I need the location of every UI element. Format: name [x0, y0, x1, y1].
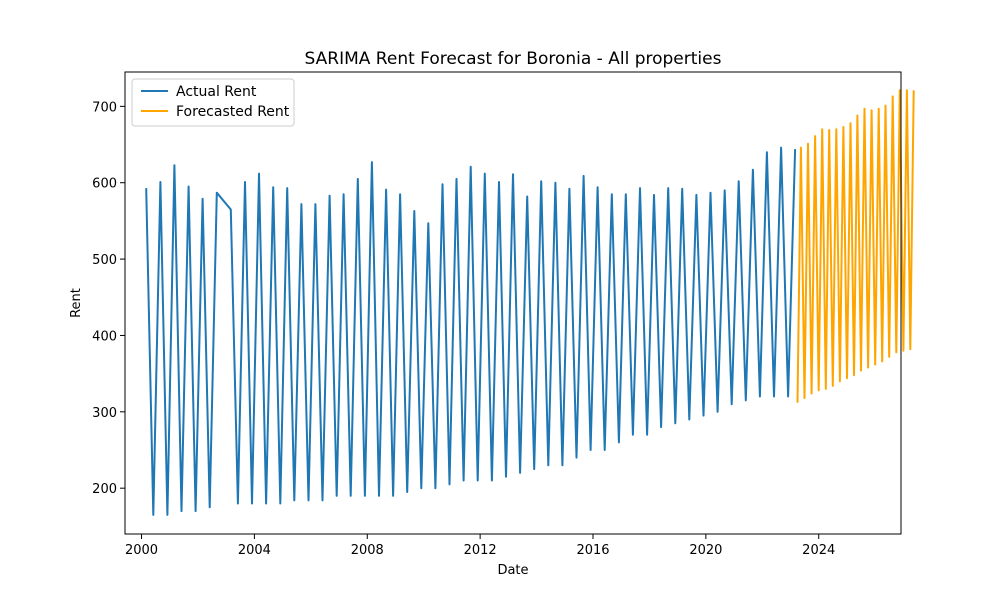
x-axis-ticks: 2000 2004 2008 2012 2016 2020 2024	[125, 534, 835, 558]
y-tick-label: 200	[92, 482, 117, 497]
x-tick-label: 2008	[351, 543, 384, 558]
legend-box	[131, 78, 295, 127]
x-tick-label: 2020	[689, 543, 722, 558]
plot-area-frame	[124, 71, 902, 535]
y-axis-label: Rent	[69, 288, 84, 318]
x-tick-label: 2012	[464, 543, 497, 558]
chart-title: SARIMA Rent Forecast for Boronia - All p…	[305, 49, 722, 69]
legend: Actual Rent Forecasted Rent	[131, 78, 295, 127]
x-tick-label: 2004	[238, 543, 271, 558]
x-tick-label: 2016	[576, 543, 609, 558]
series-line-forecasted-rent	[796, 89, 915, 403]
x-axis-label: Date	[497, 563, 528, 578]
y-tick-label: 300	[92, 406, 117, 421]
y-tick-label: 400	[92, 329, 117, 344]
series-lines	[145, 89, 915, 516]
y-axis-ticks: 200 300 400 500 600 700	[92, 100, 125, 497]
x-tick-label: 2024	[802, 543, 835, 558]
series-line-actual-rent	[145, 146, 797, 516]
y-tick-label: 500	[92, 253, 117, 268]
legend-label-forecasted-rent: Forecasted Rent	[176, 104, 290, 120]
y-tick-label: 700	[92, 100, 117, 115]
y-tick-label: 600	[92, 177, 117, 192]
x-tick-label: 2000	[125, 543, 158, 558]
legend-label-actual-rent: Actual Rent	[176, 84, 257, 100]
